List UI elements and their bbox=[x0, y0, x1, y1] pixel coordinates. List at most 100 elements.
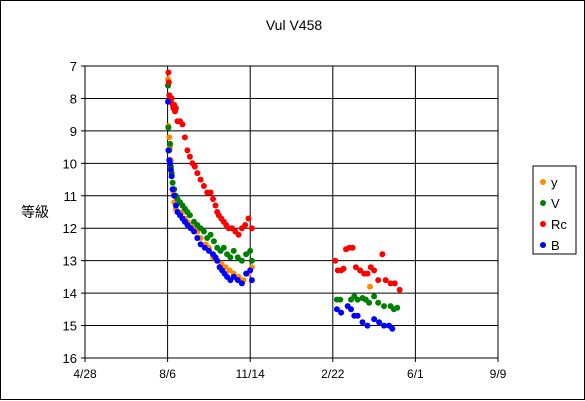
y-tick-label: 15 bbox=[63, 319, 77, 334]
data-point bbox=[354, 312, 361, 319]
data-point bbox=[210, 196, 216, 202]
data-point bbox=[172, 105, 179, 112]
series-b bbox=[165, 98, 396, 332]
data-point bbox=[364, 270, 371, 277]
y-tick-label: 14 bbox=[63, 286, 77, 301]
data-point bbox=[364, 322, 371, 329]
x-tick-label: 11/14 bbox=[236, 367, 265, 381]
data-point bbox=[234, 277, 241, 284]
y-tick-label: 8 bbox=[70, 91, 77, 106]
data-point bbox=[165, 124, 172, 131]
data-point bbox=[165, 98, 171, 105]
x-tick-label: 6/1 bbox=[407, 367, 424, 381]
chart-title: Vul V458 bbox=[266, 17, 323, 33]
y-tick-label: 16 bbox=[63, 351, 77, 366]
data-point bbox=[394, 304, 401, 311]
y-tick-label: 12 bbox=[63, 221, 77, 236]
legend-label: B bbox=[551, 238, 560, 253]
data-point bbox=[165, 69, 172, 76]
data-point bbox=[391, 280, 398, 287]
data-point bbox=[352, 264, 359, 271]
data-point bbox=[197, 241, 204, 248]
plot-area: 7 8 9 10 11 12 13 14 15 164/28 8/6 11/14 2/22 6/1 9/9 bbox=[63, 59, 507, 381]
data-point bbox=[332, 257, 339, 264]
data-point bbox=[186, 153, 193, 160]
data-point bbox=[379, 251, 386, 258]
data-point bbox=[194, 170, 201, 177]
data-point bbox=[200, 183, 207, 189]
data-point bbox=[166, 134, 173, 141]
data-point bbox=[200, 228, 207, 235]
data-point bbox=[168, 173, 175, 180]
data-point bbox=[191, 163, 198, 170]
data-point bbox=[181, 134, 188, 141]
data-point bbox=[376, 319, 383, 326]
data-point bbox=[349, 244, 356, 251]
data-point bbox=[172, 202, 179, 209]
data-point bbox=[230, 273, 237, 280]
data-point bbox=[389, 325, 396, 332]
legend-marker bbox=[540, 179, 546, 185]
y-tick-label: 7 bbox=[70, 59, 77, 74]
data-point bbox=[245, 215, 252, 222]
data-point bbox=[357, 267, 364, 274]
data-point bbox=[169, 179, 176, 186]
data-point bbox=[340, 265, 347, 272]
data-point bbox=[214, 257, 221, 264]
data-point bbox=[248, 277, 255, 284]
data-point bbox=[238, 257, 245, 264]
data-point bbox=[243, 270, 250, 277]
data-point bbox=[247, 247, 254, 254]
legend-marker bbox=[540, 200, 546, 206]
series-rc bbox=[165, 69, 403, 293]
legend-label: Rc bbox=[551, 217, 567, 232]
x-tick-label: 9/9 bbox=[490, 367, 507, 381]
data-point bbox=[197, 176, 204, 183]
series-v bbox=[165, 82, 401, 313]
y-tick-label: 11 bbox=[64, 189, 78, 204]
data-point bbox=[230, 247, 237, 254]
data-point bbox=[242, 222, 249, 228]
data-point bbox=[212, 202, 219, 209]
data-point bbox=[186, 212, 193, 219]
legend-label: V bbox=[551, 196, 560, 211]
data-point bbox=[201, 244, 208, 251]
data-point bbox=[243, 251, 250, 258]
x-tick-label: 8/6 bbox=[159, 367, 176, 381]
data-point bbox=[371, 316, 378, 323]
data-point bbox=[210, 238, 217, 245]
data-point bbox=[220, 244, 227, 251]
data-point bbox=[382, 277, 389, 284]
data-point bbox=[371, 293, 378, 300]
data-point bbox=[205, 247, 212, 254]
data-point bbox=[165, 147, 172, 154]
data-point bbox=[165, 79, 172, 86]
data-point bbox=[207, 231, 214, 238]
data-point bbox=[248, 225, 255, 232]
data-point bbox=[171, 192, 178, 199]
data-point bbox=[179, 121, 186, 128]
y-axis-label: 等級 bbox=[21, 204, 49, 220]
data-point bbox=[371, 267, 378, 274]
data-point bbox=[167, 160, 174, 167]
data-point bbox=[247, 267, 254, 274]
data-point bbox=[367, 283, 373, 290]
data-point bbox=[396, 286, 403, 293]
y-tick-label: 9 bbox=[70, 124, 77, 139]
data-point bbox=[234, 254, 241, 261]
data-point bbox=[167, 166, 174, 173]
data-point bbox=[381, 322, 387, 329]
data-point bbox=[381, 303, 387, 310]
data-point bbox=[333, 306, 340, 313]
y-tick-label: 13 bbox=[63, 254, 77, 269]
data-point bbox=[226, 267, 233, 274]
legend-box bbox=[532, 165, 577, 255]
data-point bbox=[169, 186, 176, 193]
data-point bbox=[167, 140, 174, 147]
data-point bbox=[238, 280, 245, 287]
data-point bbox=[348, 306, 354, 313]
data-point bbox=[375, 299, 382, 306]
data-point bbox=[207, 189, 214, 196]
